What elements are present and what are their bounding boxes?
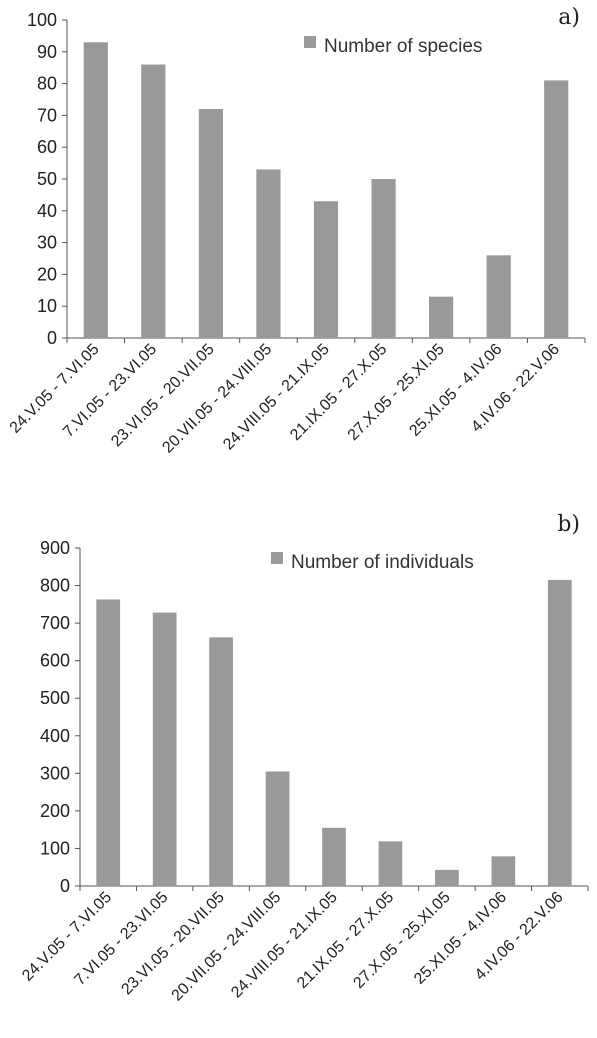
x-category-label: 24.VIII.05 - 21.IX.05 (220, 341, 333, 454)
bar (486, 255, 511, 338)
y-tick-label: 90 (37, 42, 57, 62)
bar (83, 42, 108, 338)
x-category-label: 23.VI.05 - 20.VII.05 (118, 889, 228, 999)
panel-label: b) (557, 512, 580, 537)
y-tick-label: 10 (37, 296, 57, 316)
bar (313, 201, 339, 338)
y-tick-label: 100 (27, 10, 57, 30)
x-category-label: 21.IX.05 - 27.X.05 (294, 889, 397, 992)
y-tick-label: 300 (40, 763, 70, 783)
x-category-label: 27.X.05 - 25.XI.05 (345, 341, 448, 444)
bar (544, 80, 569, 339)
y-tick-label: 0 (60, 876, 70, 896)
y-tick-label: 200 (40, 801, 70, 821)
x-category-label: 23.VI.05 - 20.VII.05 (108, 341, 218, 451)
y-tick-label: 40 (37, 201, 57, 221)
bar (209, 637, 233, 886)
y-tick-label: 600 (40, 651, 70, 671)
bar (256, 169, 281, 338)
bar (491, 856, 516, 886)
y-tick-label: 500 (40, 688, 70, 708)
bar (265, 771, 290, 886)
legend-label: Number of individuals (291, 552, 474, 573)
x-category-label: 27.X.05 - 25.XI.05 (350, 889, 453, 992)
y-tick-label: 60 (37, 137, 57, 157)
bar (152, 612, 177, 886)
y-tick-label: 30 (37, 233, 57, 253)
bar (96, 599, 121, 886)
bar (429, 296, 454, 338)
bar (371, 179, 396, 338)
y-tick-label: 80 (37, 74, 57, 94)
y-tick-label: 700 (40, 613, 70, 633)
bar (547, 579, 572, 886)
x-category-label: 7.VI.05 - 23.VI.05 (71, 889, 171, 989)
bar (198, 109, 223, 338)
y-tick-label: 100 (40, 838, 70, 858)
bar (378, 841, 403, 886)
x-category-label: 24.VIII.05 - 21.IX.05 (228, 889, 341, 1002)
legend-swatch (271, 552, 283, 564)
y-tick-label: 400 (40, 726, 70, 746)
bar (141, 64, 166, 339)
y-tick-label: 900 (40, 538, 70, 558)
x-category-label: 21.IX.05 - 27.X.05 (287, 341, 390, 444)
y-tick-label: 0 (47, 328, 57, 348)
x-category-label: 20.VII.05 - 24.VIII.05 (169, 889, 285, 1005)
y-tick-label: 20 (37, 264, 57, 284)
legend-swatch (304, 36, 316, 48)
x-category-label: 20.VII.05 - 24.VIII.05 (159, 341, 275, 457)
panel-label: a) (558, 5, 580, 30)
bar (435, 869, 459, 886)
bar (322, 827, 346, 886)
y-tick-label: 70 (37, 105, 57, 125)
legend-label: Number of species (324, 36, 482, 57)
y-tick-label: 800 (40, 576, 70, 596)
y-tick-label: 50 (37, 169, 57, 189)
